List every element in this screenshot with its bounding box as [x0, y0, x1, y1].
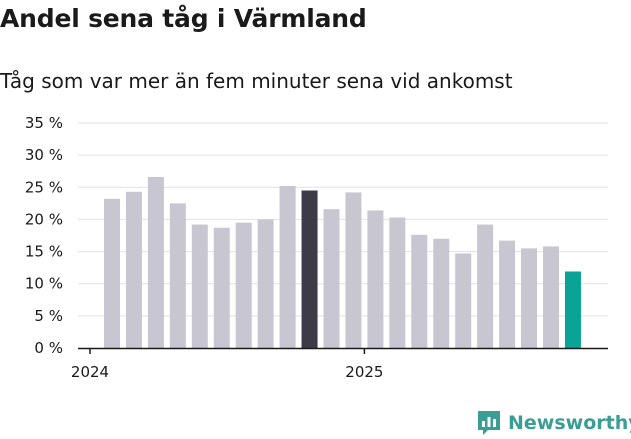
bar [147, 177, 164, 348]
y-tick-label: 10 % [25, 275, 63, 293]
y-tick-label: 5 % [34, 307, 63, 325]
bar [367, 210, 384, 348]
chart-title: Andel sena tåg i Värmland [0, 4, 367, 33]
bar [389, 217, 406, 348]
y-tick-label: 25 % [25, 178, 63, 196]
bar [323, 209, 340, 348]
bar [279, 186, 296, 348]
y-tick-label: 20 % [25, 210, 63, 228]
bar [125, 191, 142, 348]
bar [169, 203, 186, 348]
y-tick-label: 15 % [25, 243, 63, 261]
bar [301, 190, 318, 348]
bar [235, 222, 252, 348]
bar [499, 240, 516, 348]
bar [104, 198, 120, 348]
bar [521, 248, 538, 348]
chart-subtitle: Tåg som var mer än fem minuter sena vid … [0, 69, 513, 93]
bar [411, 234, 428, 348]
newsworthy-logo-icon [478, 411, 500, 435]
bar [213, 227, 230, 348]
brand-logo: Newsworthy [476, 408, 631, 438]
bar [257, 219, 274, 348]
bar [345, 192, 362, 348]
bar [564, 271, 581, 348]
bar [477, 224, 494, 348]
y-tick-label: 30 % [25, 146, 63, 164]
y-tick-label: 35 % [25, 114, 63, 132]
bar [191, 224, 208, 348]
x-tick-label: 2025 [345, 363, 383, 381]
bar [455, 253, 472, 348]
bar-chart: 0 % 5 % 10 % 15 % 20 % 25 % 30 % 35 % 2024 2025 [25, 114, 608, 381]
bar [433, 238, 450, 348]
bar [543, 246, 559, 348]
y-tick-label: 0 % [34, 339, 63, 357]
x-tick-label: 2024 [71, 363, 109, 381]
brand-name: Newsworthy [508, 412, 631, 434]
